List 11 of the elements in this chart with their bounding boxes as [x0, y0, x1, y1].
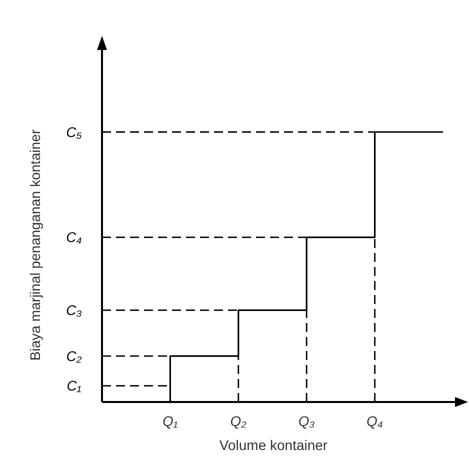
x-tick-label: Q₃ — [298, 413, 316, 429]
x-axis-title: Volume kontainer — [219, 437, 328, 453]
series-label: C₂ — [66, 348, 82, 364]
series-label: C₄ — [66, 229, 82, 246]
series-label: C₅ — [66, 124, 82, 140]
x-tick-label: Q₄ — [366, 413, 384, 429]
y-axis-title: Biaya marjinal penanganan kontainer — [27, 129, 43, 361]
x-tick-label: Q₁ — [162, 413, 178, 429]
series-label: C₁ — [66, 378, 82, 394]
series-label: C₃ — [66, 302, 82, 318]
x-tick-label: Q₂ — [230, 413, 248, 429]
